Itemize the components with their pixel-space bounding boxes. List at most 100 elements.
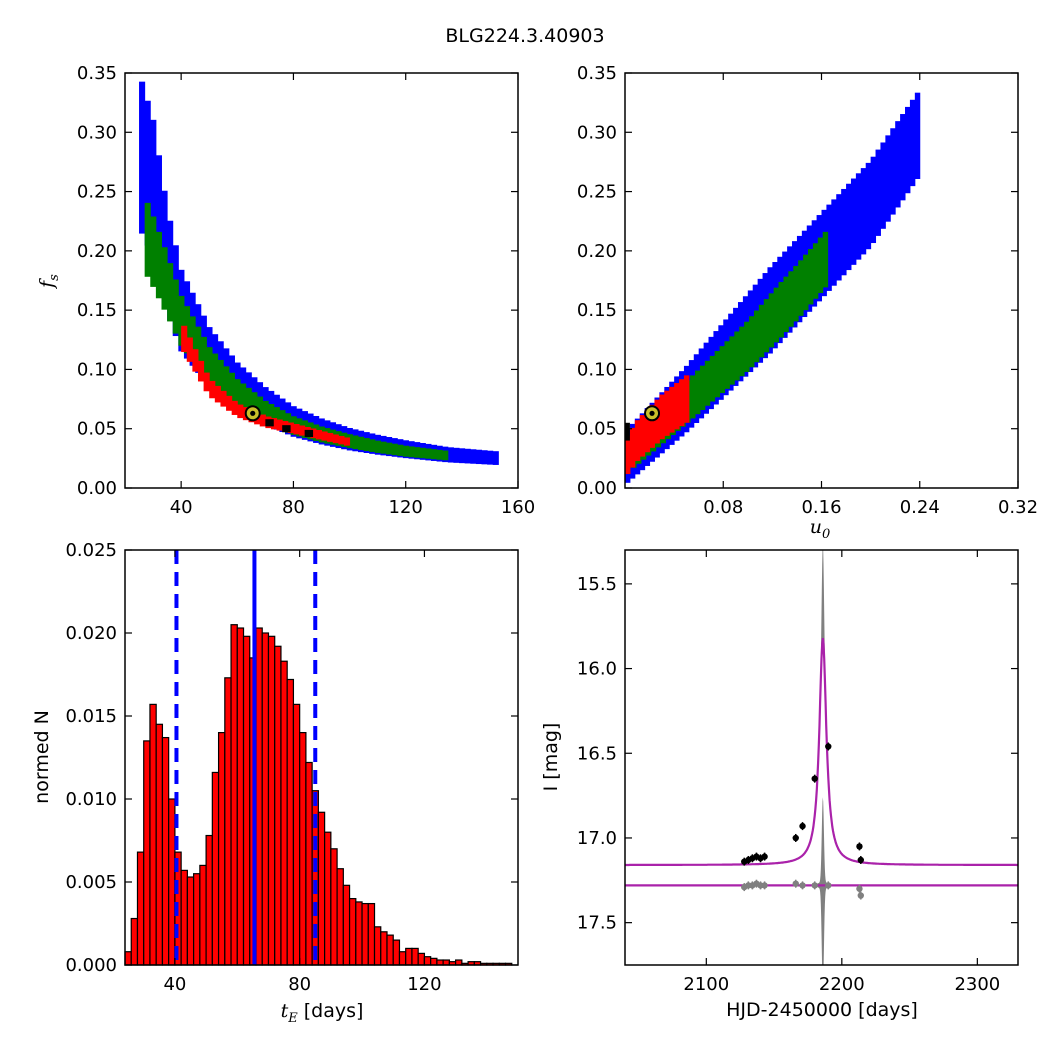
residual-point xyxy=(761,882,768,889)
y-tick-label: 0.05 xyxy=(577,419,617,440)
histogram-bar xyxy=(330,848,338,966)
mid-contour-cell xyxy=(228,372,235,403)
core-contour-cell xyxy=(304,429,314,438)
histogram-bar xyxy=(305,761,313,966)
inner-contour-cell xyxy=(327,432,334,442)
mid-contour-cell xyxy=(719,346,725,394)
histogram-bar xyxy=(355,901,363,966)
tE-xlabel-unit: [days] xyxy=(298,1000,364,1022)
u0-xlabel: u0 xyxy=(810,516,831,542)
mid-contour-cell xyxy=(217,359,224,394)
mid-contour-cell xyxy=(363,438,370,452)
y-tick-label: 0.30 xyxy=(577,122,617,143)
mid-contour-cell xyxy=(803,254,809,311)
lightcurve-frame xyxy=(624,549,1019,966)
outer-contour-cell xyxy=(905,106,911,194)
mid-contour-cell xyxy=(729,336,735,385)
y-tick-label: 0.10 xyxy=(77,359,117,380)
histogram-bar xyxy=(348,897,357,966)
panel-tE-histogram: 40 80 120 0.000 0.005 0.010 0.015 0.020 0.025 tE… xyxy=(31,540,519,1026)
fs-vs-u0-posterior xyxy=(625,92,921,483)
mid-contour-cell xyxy=(778,281,784,338)
mid-contour-cell xyxy=(773,287,780,343)
outer-contour-cell xyxy=(826,204,832,291)
histogram-bar xyxy=(324,831,332,966)
histogram-bar xyxy=(398,951,407,966)
mid-contour-cell xyxy=(822,231,829,288)
outer-contour-cell xyxy=(900,114,906,201)
tE-xlabel: tE [days] xyxy=(281,1000,364,1026)
tE-histogram-bars xyxy=(124,550,513,966)
hjd-xlabel: HJD-2450000 [days] xyxy=(726,999,918,1021)
histogram-bar xyxy=(286,678,295,966)
outer-contour-cell xyxy=(909,99,916,187)
mid-contour-cell xyxy=(251,392,258,418)
y-tick-label: 0.15 xyxy=(77,300,117,321)
histogram-bar xyxy=(373,926,382,966)
x-tick-label: 120 xyxy=(407,974,441,995)
outer-contour-cell xyxy=(144,100,151,246)
y-tick-label: 0.15 xyxy=(577,300,617,321)
mid-contour-cell xyxy=(234,379,241,408)
lightcurve-plot xyxy=(625,550,1018,965)
lightcurve-axes: 2100 2200 2300 15.5 16.0 16.5 17.0 17.5 xyxy=(577,550,1018,995)
inner-contour-cell xyxy=(276,419,283,431)
inner-contour-cell xyxy=(310,428,317,439)
y-tick-label: 0.30 xyxy=(77,122,117,143)
histogram-bar xyxy=(199,864,207,966)
outer-contour-cell xyxy=(453,447,460,463)
histogram-bar xyxy=(267,635,276,966)
inner-contour-cell xyxy=(293,424,300,435)
y-tick-label: 16.5 xyxy=(577,743,617,764)
x-tick-label: 0.16 xyxy=(801,497,841,518)
inner-contour-cell xyxy=(649,404,655,448)
histogram-bar xyxy=(367,902,376,966)
inner-contour-cell xyxy=(270,418,278,430)
y-tick-label: 0.20 xyxy=(577,241,617,262)
inner-contour-cell xyxy=(321,431,328,441)
inner-contour-cell xyxy=(220,390,227,407)
mid-contour-cell xyxy=(436,449,443,460)
x-tick-label: 160 xyxy=(501,497,535,518)
mid-contour-cell xyxy=(709,355,716,402)
inner-contour-cell xyxy=(679,379,685,427)
normed-n-ylabel: normed N xyxy=(31,710,53,804)
best-fit-marker-dot xyxy=(649,410,655,416)
data-point xyxy=(761,853,768,860)
residual-point xyxy=(856,885,863,892)
x-tick-label: 80 xyxy=(282,497,305,518)
fs-vs-tE-posterior xyxy=(139,81,499,465)
inner-contour-cell xyxy=(315,429,322,440)
histogram-bar xyxy=(155,723,164,966)
u0-xlabel-main: u xyxy=(810,516,822,538)
outer-contour-cell xyxy=(139,81,146,234)
histogram-bar xyxy=(423,956,432,966)
y-tick-label: 0.25 xyxy=(577,182,617,203)
mid-contour-cell xyxy=(430,449,438,460)
inner-contour-cell xyxy=(343,437,351,446)
inner-contour-cell xyxy=(332,434,339,444)
mid-contour-cell xyxy=(273,407,280,429)
inner-contour-cell xyxy=(259,414,266,427)
data-point xyxy=(792,834,799,842)
outer-contour-cell xyxy=(150,119,157,258)
histogram-bar xyxy=(386,934,394,966)
panel-fs-vs-tE: 40 80 120 160 0.00 0.05 0.10 0.15 0.20 0.25 0.30 0.… xyxy=(36,63,535,518)
mid-contour-cell xyxy=(763,299,770,353)
x-tick-label: 0.32 xyxy=(998,497,1038,518)
x-tick-label: 2100 xyxy=(683,974,729,995)
outer-contour-cell xyxy=(459,448,466,464)
y-tick-label: 0.025 xyxy=(65,540,117,561)
outer-contour-cell xyxy=(855,173,862,260)
mid-contour-cell xyxy=(144,202,151,277)
inner-contour-cell xyxy=(299,425,306,436)
x-tick-label: 40 xyxy=(170,497,193,518)
mid-contour-cell xyxy=(408,446,415,458)
outer-contour-cell xyxy=(475,449,483,465)
outer-contour-cell xyxy=(846,183,852,271)
y-tick-label: 0.010 xyxy=(65,789,117,810)
tE-xlabel-sub: E xyxy=(287,1011,298,1026)
mid-contour-cell xyxy=(223,366,230,398)
data-point xyxy=(825,743,832,750)
mid-contour-cell xyxy=(788,271,794,327)
